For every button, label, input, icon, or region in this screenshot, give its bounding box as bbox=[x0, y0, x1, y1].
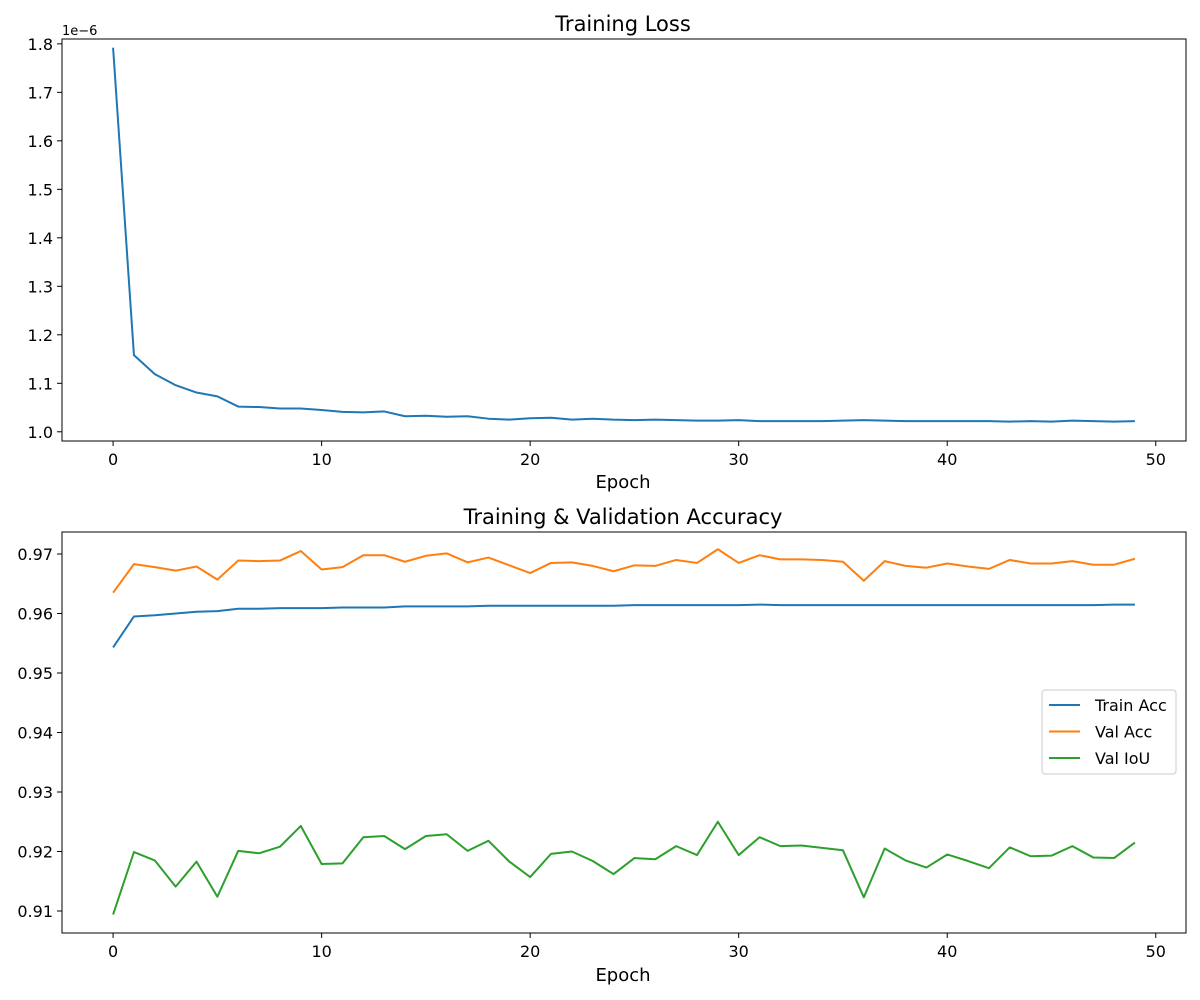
accuracy-chart: Training & Validation Accuracy 0 10 20 30 40… bbox=[17, 505, 1187, 986]
legend-label: Val IoU bbox=[1095, 749, 1150, 768]
loss-line bbox=[112, 47, 1135, 423]
legend-box bbox=[1041, 689, 1177, 775]
x-tick-label: 50 bbox=[1146, 450, 1166, 469]
y-tick-label: 1.8 bbox=[28, 35, 53, 54]
y-tick-label: 1.2 bbox=[28, 326, 53, 345]
y-tick-label: 1.3 bbox=[28, 277, 53, 296]
x-tick-label: 0 bbox=[108, 450, 118, 469]
x-tick-label: 40 bbox=[937, 450, 957, 469]
y-tick-label: 1.5 bbox=[28, 180, 53, 199]
y-tick-label: 1.7 bbox=[28, 83, 53, 102]
val-acc-line bbox=[112, 548, 1136, 594]
y-tick-label: 1.4 bbox=[28, 229, 53, 248]
chart-title: Training & Validation Accuracy bbox=[463, 505, 783, 529]
train-acc-line bbox=[112, 603, 1135, 648]
y-offset-label: 1e−6 bbox=[62, 24, 97, 39]
axis-ticks: 0 10 20 30 40 50 0.91 0.92 0.93 0.94 0.95 0.96 0.97 bbox=[17, 545, 1166, 961]
x-tick-label: 30 bbox=[729, 942, 749, 961]
training-loss-chart: Training Loss 1e−6 0 10 20 30 40 50 1.0 1.1 1.2 1… bbox=[28, 12, 1187, 493]
y-tick-label: 0.93 bbox=[17, 783, 53, 802]
val-iou-line bbox=[112, 820, 1136, 915]
y-tick-label: 1.1 bbox=[28, 374, 53, 393]
plot-frame bbox=[61, 531, 1187, 934]
y-tick-label: 0.94 bbox=[17, 724, 53, 743]
y-tick-label: 0.96 bbox=[17, 605, 53, 624]
x-axis-label: Epoch bbox=[595, 965, 650, 986]
series-layer bbox=[112, 47, 1135, 423]
y-tick-label: 0.91 bbox=[17, 902, 53, 921]
x-tick-label: 30 bbox=[729, 450, 749, 469]
legend-label: Train Acc bbox=[1094, 696, 1167, 715]
x-tick-label: 10 bbox=[311, 450, 331, 469]
series-layer bbox=[112, 548, 1136, 915]
y-tick-label: 0.95 bbox=[17, 664, 53, 683]
axis-ticks: 0 10 20 30 40 50 1.0 1.1 1.2 1.3 1.4 1.5 1.6 1.7 1.8 bbox=[28, 35, 1166, 469]
legend-label: Val Acc bbox=[1095, 723, 1152, 742]
chart-title: Training Loss bbox=[554, 12, 691, 36]
x-tick-label: 40 bbox=[937, 942, 957, 961]
x-tick-label: 20 bbox=[520, 450, 540, 469]
x-axis-label: Epoch bbox=[595, 472, 650, 493]
y-tick-label: 0.92 bbox=[17, 842, 53, 861]
x-tick-label: 0 bbox=[108, 942, 118, 961]
y-tick-label: 1.0 bbox=[28, 423, 53, 442]
x-tick-label: 10 bbox=[311, 942, 331, 961]
plot-frame bbox=[61, 38, 1187, 442]
y-tick-label: 1.6 bbox=[28, 132, 53, 151]
x-tick-label: 20 bbox=[520, 942, 540, 961]
legend: Train Acc Val Acc Val IoU bbox=[1041, 689, 1177, 775]
x-tick-label: 50 bbox=[1146, 942, 1166, 961]
y-tick-label: 0.97 bbox=[17, 545, 53, 564]
